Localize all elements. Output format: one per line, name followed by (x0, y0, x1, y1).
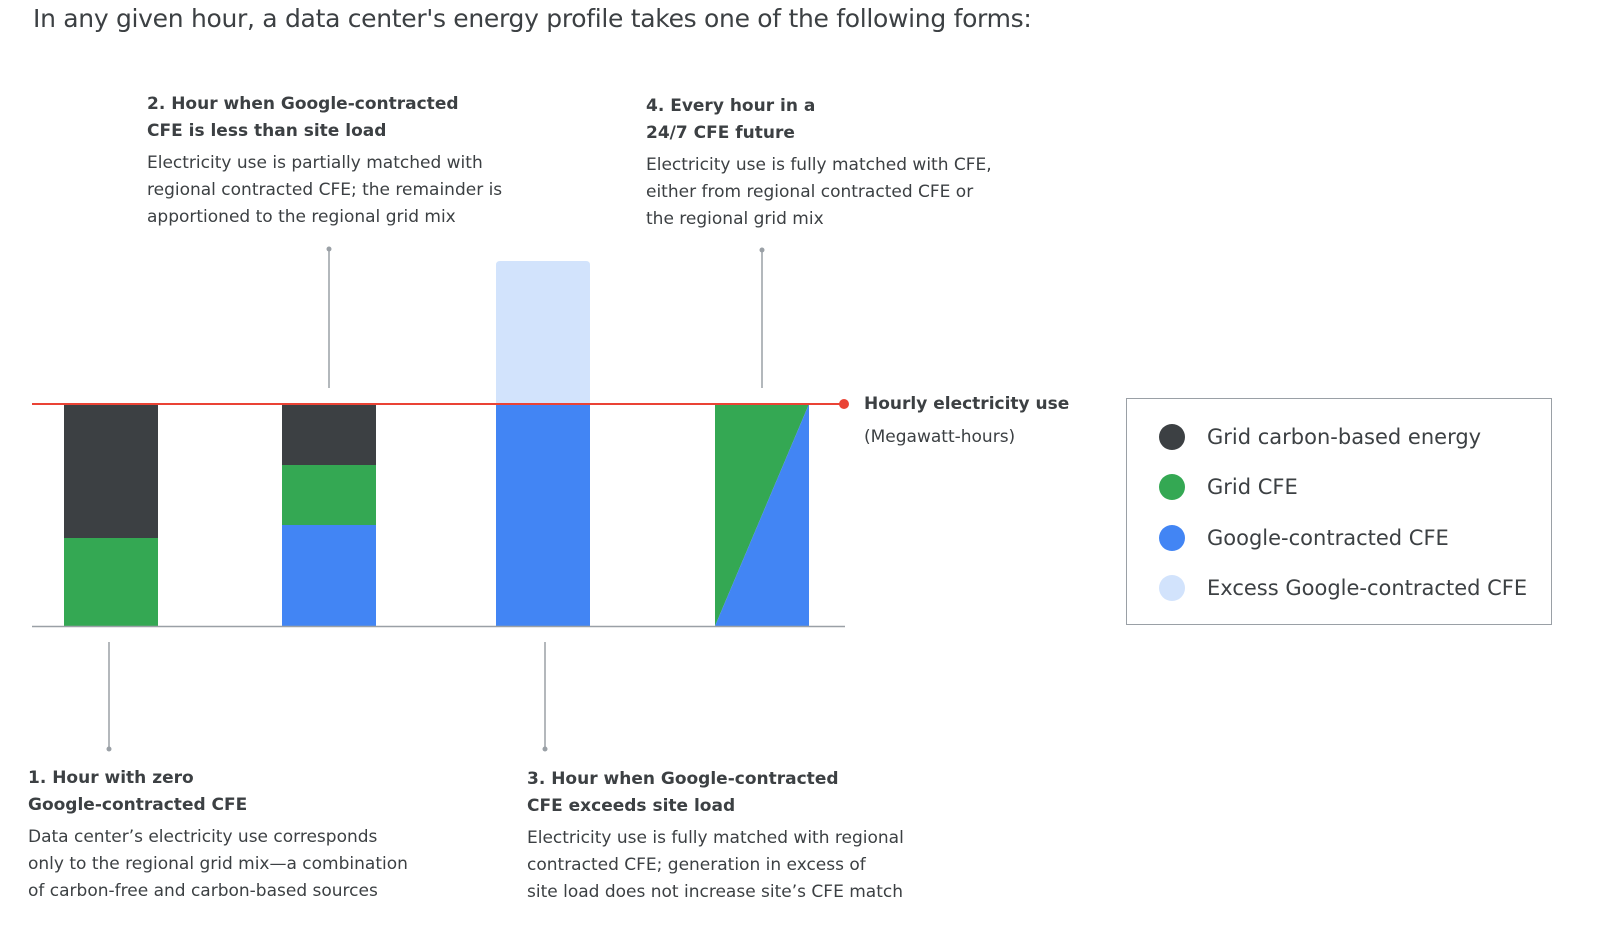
leader-dot-hour-2 (326, 246, 332, 252)
legend-swatch (1159, 474, 1185, 500)
callout-title: 2. Hour when Google-contracted CFE is le… (147, 94, 459, 141)
bar-hour-2 (282, 404, 376, 626)
legend-swatch (1159, 575, 1185, 601)
page-headline: In any given hour, a data center's energ… (33, 4, 1032, 33)
legend-label: Google-contracted CFE (1207, 526, 1449, 550)
bar-hour-3 (496, 261, 590, 626)
legend-swatch (1159, 525, 1185, 551)
callout-hour-4: 4. Every hour in a 24/7 CFE future Elect… (646, 93, 992, 233)
segment-google-contracted-cfe (282, 525, 376, 626)
leader-dot-hour-4 (759, 247, 765, 253)
legend-item-grid-carbon: Grid carbon-based energy (1159, 422, 1481, 452)
leader-lines (106, 246, 765, 752)
legend: Grid carbon-based energy Grid CFE Google… (1126, 398, 1552, 625)
legend-label: Excess Google-contracted CFE (1207, 576, 1528, 600)
hourly-electricity-use-dot (839, 399, 849, 409)
callout-description: Electricity use is fully matched with re… (527, 828, 904, 902)
segment-grid-cfe (64, 538, 158, 626)
callout-title: 4. Every hour in a 24/7 CFE future (646, 96, 816, 143)
callout-hour-2: 2. Hour when Google-contracted CFE is le… (147, 91, 502, 231)
callout-title: 3. Hour when Google-contracted CFE excee… (527, 769, 839, 816)
reference-line-unit: (Megawatt-hours) (864, 427, 1016, 447)
callout-description: Data center’s electricity use correspond… (28, 827, 408, 901)
segment-google-contracted-cfe (715, 404, 809, 626)
callout-hour-1: 1. Hour with zero Google-contracted CFE … (28, 765, 408, 905)
callout-hour-3: 3. Hour when Google-contracted CFE excee… (527, 766, 904, 906)
legend-swatch (1159, 424, 1185, 450)
segment-excess-google-contracted-cfe (496, 261, 590, 404)
segment-grid-carbon (64, 404, 158, 538)
bar-hour-4 (715, 404, 809, 626)
legend-item-excess-google-contracted-cfe: Excess Google-contracted CFE (1159, 573, 1527, 603)
callout-description: Electricity use is partially matched wit… (147, 153, 503, 227)
legend-label: Grid CFE (1207, 475, 1298, 499)
callout-title: 1. Hour with zero Google-contracted CFE (28, 768, 248, 815)
segment-google-contracted-cfe (496, 404, 590, 626)
legend-item-google-contracted-cfe: Google-contracted CFE (1159, 523, 1449, 553)
reference-line-label: Hourly electricity use (Megawatt-hours) (864, 392, 1069, 450)
leader-dot-hour-3 (542, 746, 548, 752)
legend-item-grid-cfe: Grid CFE (1159, 472, 1298, 502)
reference-line-title: Hourly electricity use (864, 394, 1070, 414)
bar-hour-1 (64, 404, 158, 626)
legend-label: Grid carbon-based energy (1207, 425, 1482, 449)
leader-dot-hour-1 (106, 746, 112, 752)
callout-description: Electricity use is fully matched with CF… (646, 155, 992, 229)
segment-grid-cfe (282, 465, 376, 525)
segment-grid-carbon (282, 404, 376, 465)
